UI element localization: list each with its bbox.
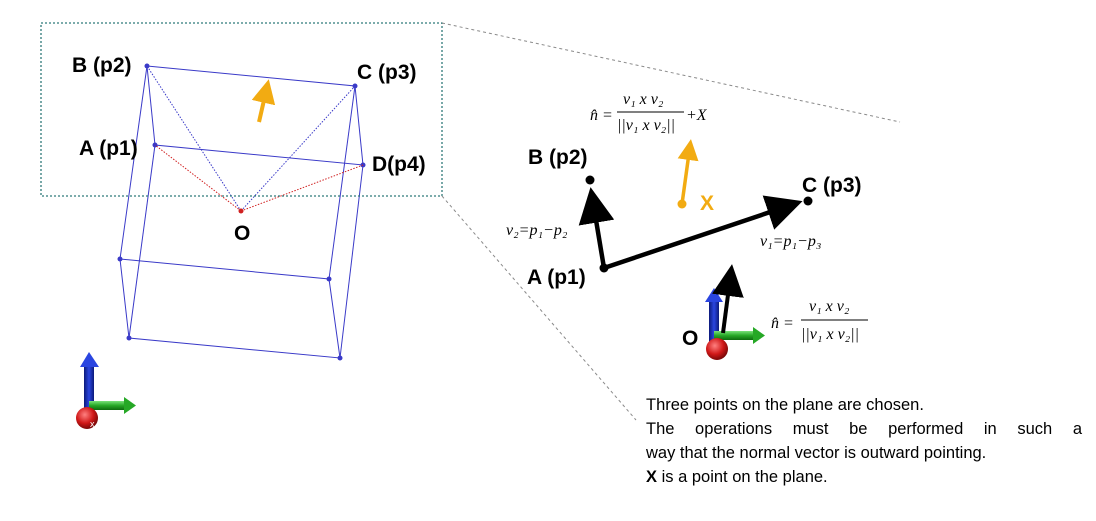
caption-x-bold: X [646,468,658,486]
formula-normal-offset: n̂ = v₁ x v₂ ||v₁ x v₂|| +X [590,91,708,134]
axis-y-shaft [89,401,125,410]
formula-eq-top: = [603,107,612,124]
caption-line-4: X is a point on the plane. [646,465,1082,489]
box-top-face [146,65,364,166]
axis-x-ball [76,407,98,429]
callout-line-bottom [441,195,637,421]
point-a-right [599,263,609,273]
axis-z-shaft [84,364,94,414]
formula-eq-bottom: = [784,315,793,332]
vertex [126,335,132,341]
formula-n-hat-bottom: n̂ [771,315,779,332]
label-o-left: O [234,222,250,245]
box-bottom-face [119,258,341,359]
axis-x-ball [706,338,728,360]
caption-line-4-rest: is a point on the plane. [657,468,828,486]
label-b-right: B (p2) [528,146,588,169]
axis-z-head [80,352,99,367]
point-x [677,199,687,209]
caption-line-1: Three points on the plane are chosen. [646,396,924,414]
formula-den-bottom: ||v₁ x v₂|| [801,326,859,343]
caption-line-2: The operations must be performed in such… [646,420,1082,438]
formula-v2-def: v₂=p₁−p₂ [506,222,568,239]
vertex [326,276,332,282]
vector-v1 [603,195,803,271]
formula-n-hat-top: n̂ [590,107,598,124]
label-d-left: D(p4) [372,153,426,176]
formula-den-top: ||v₁ x v₂|| [617,117,675,134]
axis-y-shaft [714,331,754,340]
label-c-left: C (p3) [357,61,417,84]
label-c-right: C (p3) [802,174,862,197]
axis-x-label: x [90,419,95,429]
caption-line-3: way that the normal vector is outward po… [646,444,987,462]
point-c-right [803,196,813,206]
axis-gizmo-left: x [76,352,136,429]
vector-v2 [578,187,615,269]
point-b-right [585,175,595,185]
formula-num-top: v₁ x v₂ [623,91,664,108]
axis-y-head [753,327,765,344]
ray-o-c [240,85,356,212]
wireframe-box [119,65,364,359]
box-edge [128,144,156,339]
box-edge [119,65,148,260]
normal-arrow-right [677,139,699,205]
caption-text: Three points on the plane are chosen. Th… [646,393,1082,489]
label-a-left: A (p1) [79,137,138,160]
formula-normal: n̂ = v₁ x v₂ ||v₁ x v₂|| [771,298,868,343]
callout-lines [441,22,901,421]
axis-gizmo-right [705,264,765,360]
ray-o-a [154,144,242,212]
origin-point [238,208,244,214]
formula-v1-def: v₁=p₁−p₃ [760,233,821,250]
formula-num-bottom: v₁ x v₂ [809,298,850,315]
ray-o-b [146,65,242,212]
box-edge [328,85,356,280]
axis-z-head [705,288,723,302]
formula-plus-x: +X [686,107,708,124]
zoom-selection-rect [40,22,443,197]
label-a-right: A (p1) [527,266,586,289]
axis-y-head [124,397,136,414]
ray-o-d [240,164,364,212]
label-x: X [700,192,714,215]
label-o-right: O [682,327,698,350]
vertex [117,256,123,262]
box-edge [339,164,364,359]
axis-z-shaft [709,300,719,342]
origin-rays [146,65,364,212]
callout-line-top [441,22,901,123]
vertex-b [144,63,150,69]
vertex [337,355,343,361]
normal-arrow-origin [712,264,744,334]
normal-arrow-left [251,79,276,123]
label-b-left: B (p2) [72,54,132,77]
